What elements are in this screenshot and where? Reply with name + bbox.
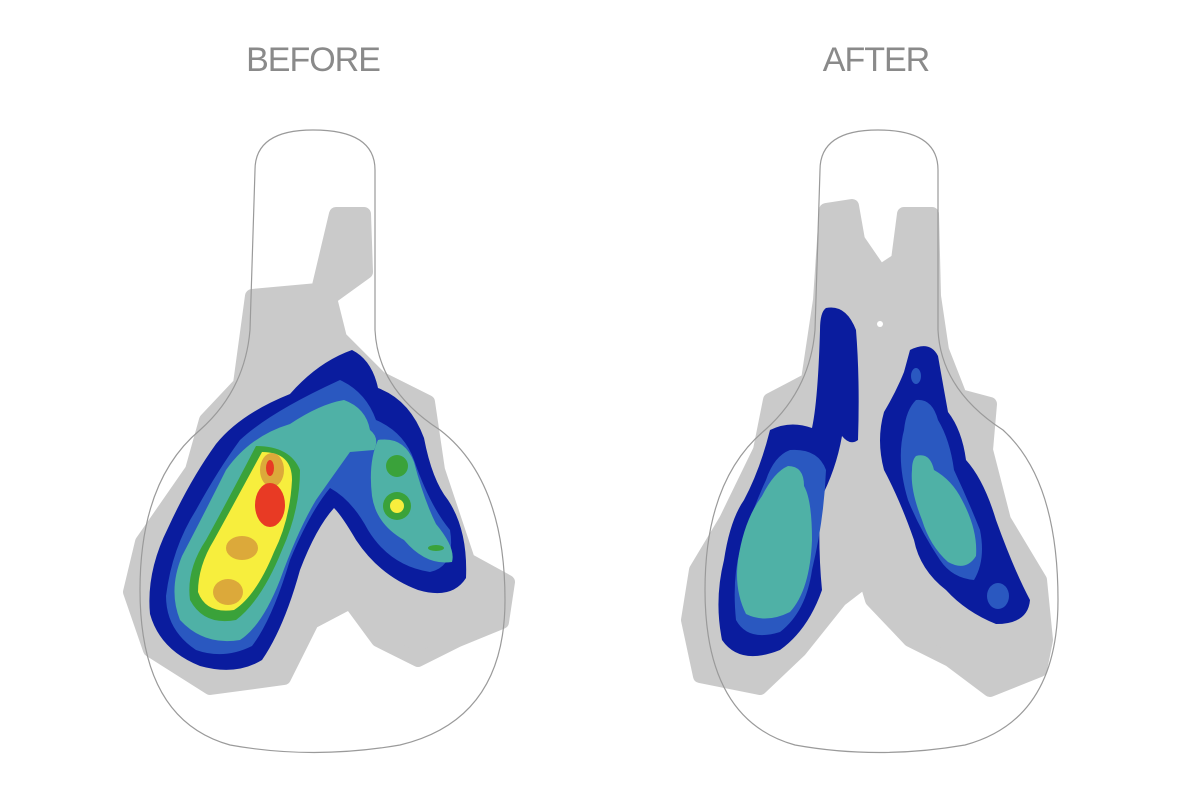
pressure-zone	[911, 368, 921, 384]
pressure-zone	[737, 466, 812, 619]
pressure-zone	[226, 536, 258, 560]
pressure-zone	[266, 460, 274, 476]
saddle-outline	[704, 129, 1059, 754]
pressure-zone	[255, 483, 285, 527]
pressure-zone	[390, 499, 404, 513]
pressure-zone	[987, 583, 1009, 609]
panel-label: BEFORE	[246, 41, 380, 79]
pressure-zone	[428, 545, 444, 551]
pressure-zone	[386, 455, 408, 477]
gap	[877, 321, 883, 327]
panel-label: AFTER	[823, 41, 929, 79]
saddle-outline	[139, 129, 506, 754]
pressure-zone	[213, 579, 243, 605]
before-map	[123, 129, 515, 754]
after-map	[681, 129, 1059, 754]
pressure-zone	[911, 455, 977, 566]
